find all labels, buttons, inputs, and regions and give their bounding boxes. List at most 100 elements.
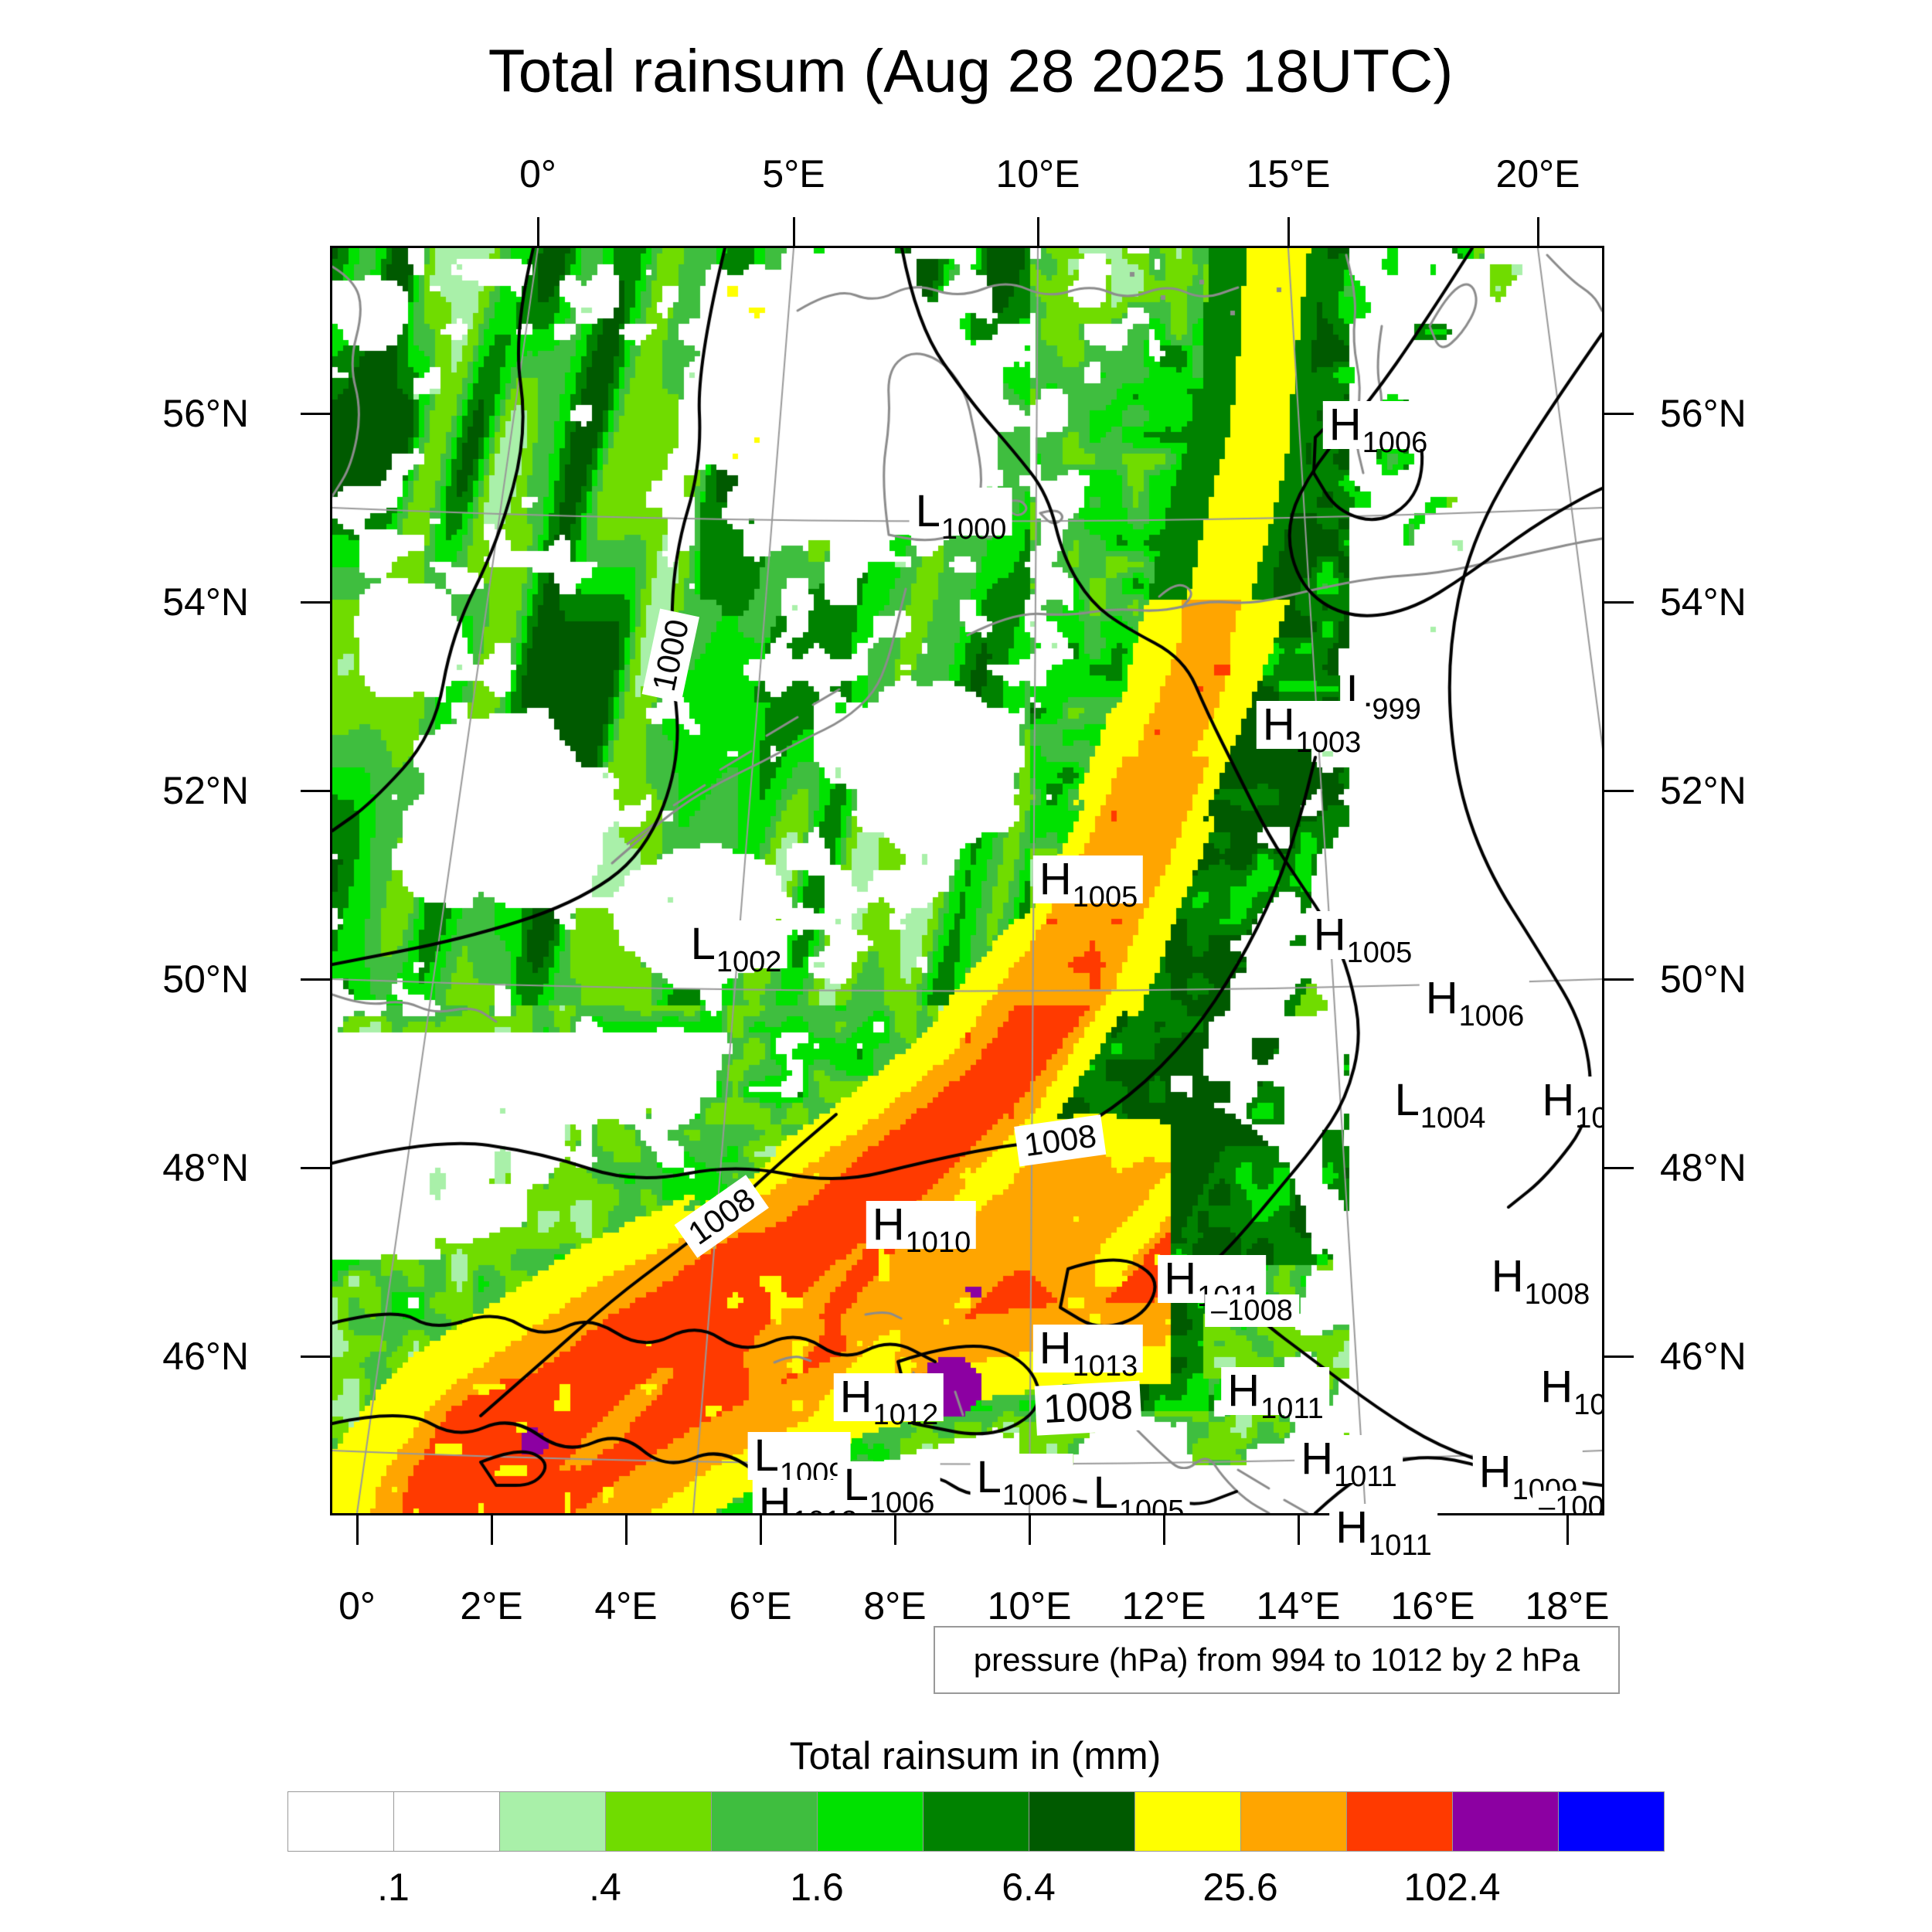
pressure-value: 1005	[1072, 881, 1138, 913]
left-axis-label: 48°N	[162, 1146, 249, 1189]
pressure-label: H1012	[833, 1372, 944, 1430]
pressure-label: H1005	[1307, 910, 1418, 968]
colorbar-cell	[817, 1791, 923, 1852]
colorbar-tick-label: .1	[377, 1866, 410, 1909]
bottom-axis-label: 12°E	[1121, 1584, 1206, 1628]
pressure-value: 100	[1575, 1102, 1602, 1134]
pressure-label: L1009	[747, 1432, 851, 1488]
pressure-label: L1002	[684, 919, 787, 977]
pressure-system-letter: H	[1335, 1502, 1369, 1553]
bottom-axis-tick	[1163, 1513, 1165, 1545]
right-axis-tick	[1602, 1355, 1634, 1358]
pressure-label: L1006	[970, 1454, 1073, 1510]
pressure-system-letter: L	[690, 919, 716, 969]
pressure-system-letter: H	[872, 1199, 905, 1250]
pressure-label: H1010	[866, 1199, 977, 1257]
pressure-value: 1006	[869, 1487, 935, 1515]
top-axis-label: 5°E	[762, 152, 825, 196]
pressure-value: 1006	[1002, 1479, 1068, 1512]
pressure-value: 1012	[792, 1505, 858, 1513]
pressure-system-letter: H	[839, 1372, 872, 1422]
pressure-label: H1011	[1221, 1366, 1329, 1423]
pressure-label: H1003	[1256, 701, 1367, 757]
left-axis-tick	[301, 413, 332, 415]
pressure-value: 1000	[940, 513, 1007, 546]
left-axis-label: 52°N	[162, 769, 249, 812]
left-axis-label: 56°N	[162, 392, 249, 435]
left-axis-tick	[301, 790, 332, 792]
pressure-label: H1013	[1032, 1323, 1144, 1381]
pressure-label: H1011	[1294, 1434, 1403, 1492]
pressure-system-letter: H	[1301, 1434, 1334, 1484]
rainfall-raster-canvas	[332, 248, 1602, 1513]
pressure-system-letter: H	[1039, 854, 1072, 904]
top-axis-tick	[1287, 217, 1290, 248]
pressure-system-letter: L	[1394, 1075, 1420, 1125]
colorbar-cell	[1558, 1791, 1665, 1852]
pressure-label: L1000	[909, 488, 1012, 544]
pressure-label: H1008	[1485, 1251, 1596, 1309]
colorbar-cell	[287, 1791, 394, 1852]
pressure-caption: pressure (hPa) from 994 to 1012 by 2 hPa	[973, 1641, 1580, 1678]
right-axis-label: 50°N	[1660, 957, 1747, 1001]
bottom-axis-tick	[760, 1513, 762, 1545]
bottom-axis-label: 6°E	[729, 1584, 792, 1628]
pressure-value: 1012	[872, 1399, 939, 1431]
colorbar-tick-label: 1.6	[790, 1866, 844, 1909]
colorbar-cell	[499, 1791, 606, 1852]
pressure-label: L1004	[1388, 1075, 1492, 1133]
pressure-value: 1010	[905, 1226, 971, 1259]
bottom-axis-label: 0°	[338, 1584, 376, 1628]
pressure-system-letter: H	[1478, 1447, 1512, 1497]
pressure-system-letter: H	[1227, 1366, 1260, 1416]
pressure-system-letter: H	[1164, 1253, 1197, 1304]
map-area: H1006 L1000 L999 H1003 H1005 L1002 H1005 H1006 L…	[330, 246, 1604, 1515]
top-axis-tick	[793, 217, 795, 248]
pressure-value: 999	[1372, 693, 1421, 726]
top-axis-tick	[537, 217, 539, 248]
colorbar-cell	[1029, 1791, 1135, 1852]
right-axis-label: 52°N	[1660, 769, 1747, 812]
pressure-label: H1011	[1329, 1502, 1437, 1560]
pressure-system-letter: L	[1093, 1468, 1118, 1515]
colorbar-cell	[1346, 1791, 1453, 1852]
pressure-value: 1002	[716, 946, 782, 978]
pressure-system-letter: L	[843, 1460, 869, 1510]
pressure-system-letter: H	[1540, 1362, 1573, 1412]
right-axis-tick	[1602, 1167, 1634, 1169]
right-axis-tick	[1602, 978, 1634, 981]
bottom-axis-label: 10°E	[987, 1584, 1072, 1628]
top-axis-tick	[1537, 217, 1539, 248]
top-axis-label: 0°	[519, 152, 556, 196]
bottom-axis-tick	[894, 1513, 896, 1545]
colorbar-cell	[1240, 1791, 1347, 1852]
left-axis-tick	[301, 601, 332, 604]
bottom-axis-label: 18°E	[1525, 1584, 1610, 1628]
chart-title: Total rainsum (Aug 28 2025 18UTC)	[488, 36, 1454, 105]
pressure-system-letter: H	[1313, 910, 1346, 960]
pressure-value: 1003	[1295, 726, 1362, 759]
bottom-axis-tick	[1566, 1513, 1569, 1545]
bottom-axis-label: 4°E	[594, 1584, 658, 1628]
pressure-system-letter: H	[1039, 1323, 1072, 1373]
pressure-value: 100	[1573, 1389, 1602, 1421]
colorbar-tick-label: 102.4	[1403, 1866, 1501, 1909]
bottom-axis-tick	[625, 1513, 628, 1545]
pressure-label: L1005	[1087, 1468, 1190, 1515]
colorbar-cell	[923, 1791, 1029, 1852]
colorbar-cell	[393, 1791, 500, 1852]
pressure-value: 1011	[1334, 1461, 1397, 1493]
colorbar-cell	[1452, 1791, 1559, 1852]
colorbar-tick-label: 6.4	[1002, 1866, 1056, 1909]
bottom-axis-label: 16°E	[1390, 1584, 1475, 1628]
left-axis-label: 50°N	[162, 957, 249, 1001]
right-axis-tick	[1602, 601, 1634, 604]
left-axis-tick	[301, 978, 332, 981]
colorbar-cell	[711, 1791, 818, 1852]
top-axis-tick	[1037, 217, 1039, 248]
pressure-label-text: –1007	[1539, 1491, 1604, 1515]
pressure-value: 1005	[1118, 1495, 1185, 1515]
pressure-value: 1011	[1260, 1393, 1324, 1425]
bottom-axis-label: 8°E	[863, 1584, 927, 1628]
pressure-system-letter: H	[1491, 1251, 1524, 1301]
